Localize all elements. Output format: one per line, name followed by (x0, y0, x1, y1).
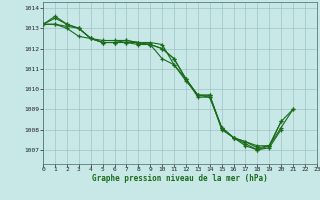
X-axis label: Graphe pression niveau de la mer (hPa): Graphe pression niveau de la mer (hPa) (92, 174, 268, 183)
